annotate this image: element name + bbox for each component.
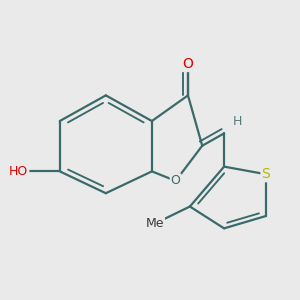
Text: S: S [262, 167, 270, 181]
Text: H: H [233, 115, 242, 128]
Text: O: O [171, 174, 181, 188]
Text: HO: HO [9, 165, 28, 178]
Text: O: O [183, 57, 194, 71]
Text: Me: Me [146, 217, 164, 230]
